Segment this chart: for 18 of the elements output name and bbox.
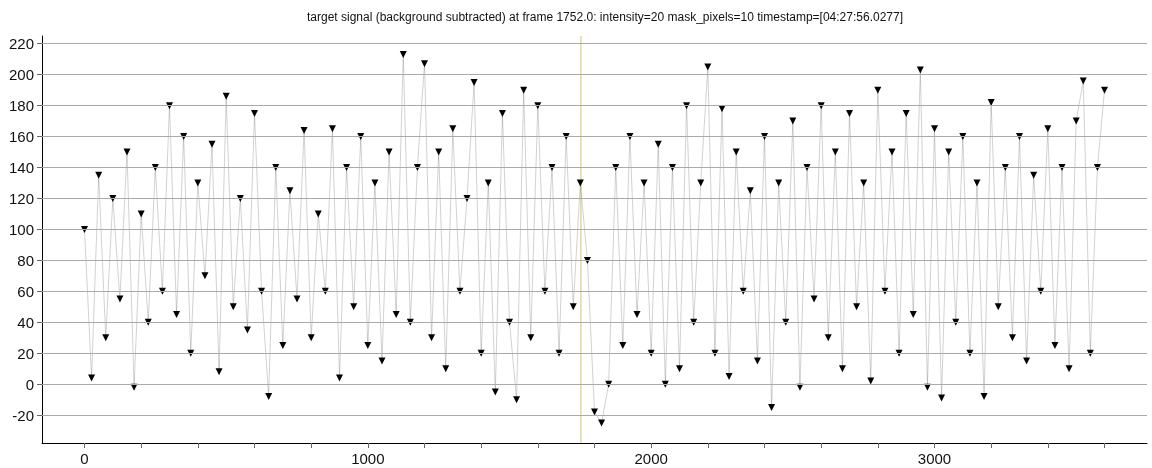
y-tick-label: 120 (8, 189, 34, 207)
x-tick-label: 2000 (634, 450, 668, 467)
y-tick-label: 80 (17, 251, 34, 269)
y-tick-label: -20 (12, 406, 34, 424)
y-tick-label: 200 (8, 66, 34, 84)
y-tick-label: 100 (8, 220, 34, 238)
y-tick-label: 40 (17, 313, 34, 331)
y-tick-label: 140 (8, 159, 34, 177)
y-tick-label: 180 (8, 97, 34, 115)
y-tick-label: 20 (17, 344, 34, 362)
chart-title: target signal (background subtracted) at frame 1752.0: intensity=20 mask_pixels=10 timestamp=[04:27:56.0277] (306, 10, 904, 24)
y-tick-label: 160 (8, 128, 34, 146)
y-tick-label: 0 (25, 375, 34, 393)
y-tick-label: 60 (17, 282, 34, 300)
x-tick-label: 1000 (351, 450, 385, 467)
x-tick-label: 3000 (917, 450, 952, 467)
x-tick-label: 0 (80, 450, 89, 467)
y-tick-label: 220 (8, 35, 34, 53)
